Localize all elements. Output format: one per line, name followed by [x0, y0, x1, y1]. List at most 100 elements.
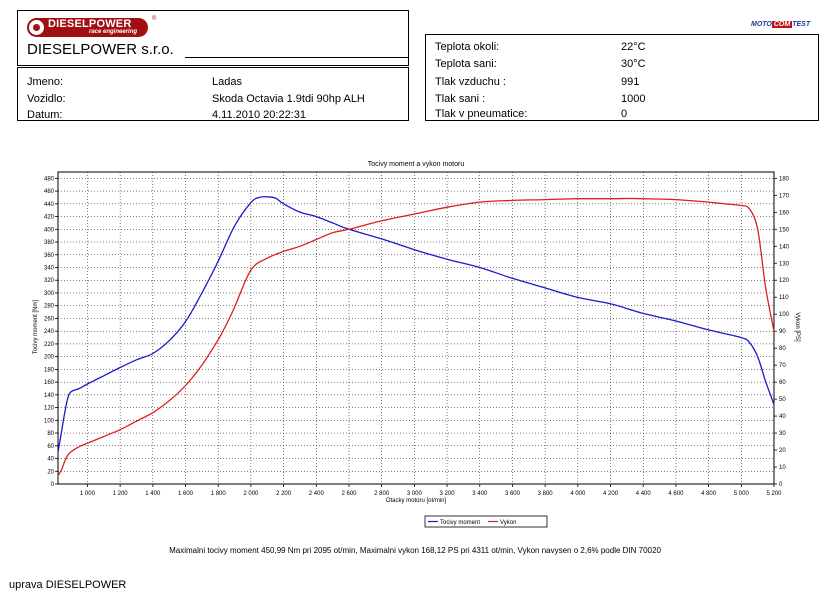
x-tick-label: 4 000 — [570, 491, 586, 497]
intake-pressure-label: Tlak sani : — [435, 93, 486, 105]
y2-tick-label: 180 — [779, 176, 790, 182]
y-tick-label: 480 — [44, 176, 55, 182]
y-tick-label: 20 — [47, 469, 54, 475]
chart-title: Tocivy moment a vykon motoru — [368, 161, 465, 168]
legend-torque-label: Tocivy moment — [440, 520, 480, 526]
company-underline — [185, 57, 408, 58]
footer-text: uprava DIESELPOWER — [9, 579, 127, 591]
y2-tick-label: 50 — [779, 397, 786, 403]
x-tick-label: 1 600 — [178, 491, 194, 497]
y2-tick-label: 130 — [779, 261, 790, 267]
y-tick-label: 260 — [44, 316, 55, 322]
tire-pressure-label: Tlak v pneumatice: — [435, 108, 528, 120]
x-tick-label: 4 800 — [701, 491, 717, 497]
y2-tick-label: 90 — [779, 329, 786, 335]
legend: Tocivy moment Vykon — [424, 515, 548, 528]
date-value: 4.11.2010 20:22:31 — [212, 109, 306, 121]
x-tick-label: 4 200 — [603, 491, 619, 497]
summary-text: Maximalni tocivy moment 450,99 Nm pri 20… — [169, 546, 661, 555]
y2-tick-label: 40 — [779, 414, 786, 420]
y2-tick-label: 120 — [779, 278, 790, 284]
plot-frame — [57, 171, 775, 485]
x-tick-label: 3 000 — [407, 491, 423, 497]
legend-box — [424, 515, 548, 528]
y-tick-label: 420 — [44, 215, 55, 221]
y2-tick-label: 30 — [779, 431, 786, 437]
x-tick-label: 1 200 — [113, 491, 129, 497]
x-tick-label: 2 000 — [243, 491, 259, 497]
intake-pressure-value: 1000 — [621, 93, 646, 105]
y-tick-label: 220 — [44, 342, 55, 348]
intake-temp-value: 30°C — [621, 58, 646, 70]
y-tick-label: 180 — [44, 367, 55, 373]
x-tick-label: 2 400 — [309, 491, 325, 497]
grid-lines — [58, 172, 775, 484]
x-tick-label: 3 400 — [472, 491, 488, 497]
y-tick-label: 320 — [44, 278, 55, 284]
x-tick-label: 2 600 — [341, 491, 357, 497]
y-tick-label: 40 — [47, 457, 54, 463]
motocomtest-badge: MOTO COM TEST — [751, 21, 810, 32]
y2-tick-label: 160 — [779, 210, 790, 216]
y-tick-label: 160 — [44, 380, 55, 386]
torque-line — [57, 196, 775, 453]
ambient-temp-value: 22°C — [621, 41, 646, 53]
vehicle-label: Vozidlo: — [27, 93, 66, 105]
intake-temp-label: Teplota sani: — [435, 58, 497, 70]
x-axis-label: Otacky motoru [ot/min] — [386, 498, 447, 504]
y2-tick-label: 150 — [779, 227, 790, 233]
y2-tick-label: 10 — [779, 465, 786, 471]
x-tick-label: 3 800 — [538, 491, 554, 497]
vehicle-info-box: Jmeno: Ladas Vozidlo: Skoda Octavia 1.9t… — [17, 67, 409, 121]
y2-tick-label: 60 — [779, 380, 786, 386]
company-header-box: DIESELPOWER race engineering ® DIESELPOW… — [17, 10, 409, 66]
axis-ticks: 1 000 1 200 1 400 1 600 1 800 2 000 2 200 2 400… — [44, 176, 790, 497]
series-lines — [57, 196, 775, 476]
y2-tick-label: 140 — [779, 244, 790, 250]
name-value: Ladas — [212, 76, 242, 88]
y-axis-label: Tocivy moment [Nm] — [33, 299, 39, 354]
y2-tick-label: 20 — [779, 448, 786, 454]
y2-tick-label: 110 — [779, 295, 789, 301]
y-tick-label: 240 — [44, 329, 55, 335]
y-tick-label: 280 — [44, 304, 55, 310]
y2-tick-label: 70 — [779, 363, 786, 369]
conditions-box: Teplota okoli: 22°C Teplota sani: 30°C T… — [425, 34, 819, 121]
x-tick-label: 2 200 — [276, 491, 292, 497]
company-name: DIESELPOWER s.r.o. — [27, 41, 174, 58]
dieselpower-logo: DIESELPOWER race engineering ® — [27, 16, 156, 37]
gear-icon — [29, 20, 44, 35]
y-tick-label: 360 — [44, 253, 55, 259]
vehicle-value: Skoda Octavia 1.9tdi 90hp ALH — [212, 93, 365, 105]
x-tick-label: 3 600 — [505, 491, 521, 497]
y2-axis-label: Vykon [PS] — [794, 312, 800, 342]
x-tick-label: 1 800 — [211, 491, 227, 497]
y-tick-label: 0 — [51, 482, 55, 488]
air-pressure-value: 991 — [621, 76, 640, 88]
y-tick-label: 80 — [47, 431, 54, 437]
x-tick-label: 3 200 — [440, 491, 456, 497]
tire-pressure-value: 0 — [621, 108, 628, 120]
x-tick-label: 4 600 — [668, 491, 684, 497]
y-tick-label: 460 — [44, 189, 55, 195]
y-tick-label: 380 — [44, 240, 55, 246]
y2-tick-label: 0 — [779, 482, 783, 488]
badge-moto: MOTO — [751, 21, 772, 28]
badge-com: COM — [771, 21, 793, 28]
air-pressure-label: Tlak vzduchu : — [435, 76, 506, 88]
logo-subtext: race engineering — [89, 29, 138, 35]
y2-tick-label: 80 — [779, 346, 786, 352]
y-tick-label: 140 — [44, 393, 55, 399]
y-tick-label: 400 — [44, 227, 55, 233]
y-tick-label: 340 — [44, 266, 55, 272]
x-tick-label: 2 800 — [374, 491, 390, 497]
y-tick-label: 300 — [44, 291, 55, 297]
y2-tick-label: 100 — [779, 312, 790, 318]
name-label: Jmeno: — [27, 76, 64, 88]
x-tick-label: 4 400 — [636, 491, 652, 497]
y-tick-label: 60 — [47, 444, 54, 450]
x-tick-label: 1 400 — [145, 491, 161, 497]
y-tick-label: 200 — [44, 355, 55, 361]
y-tick-label: 440 — [44, 202, 55, 208]
logo-text: DIESELPOWER — [48, 18, 132, 30]
